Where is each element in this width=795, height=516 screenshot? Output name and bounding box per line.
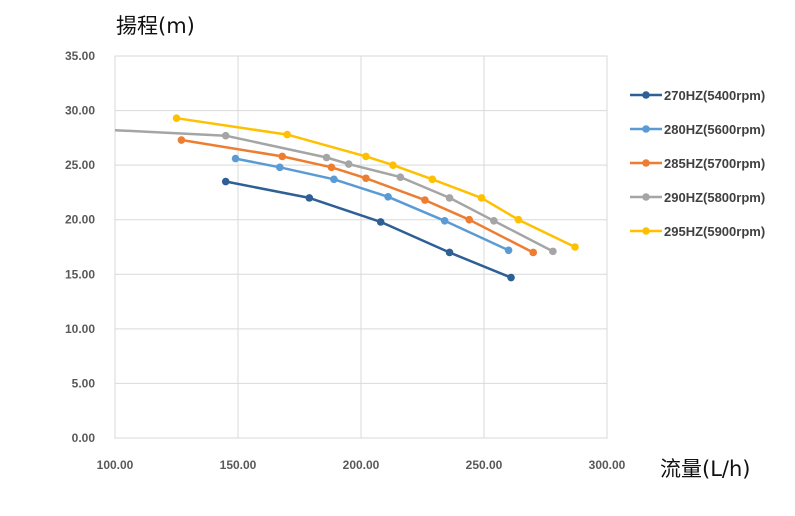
legend-marker-285hz xyxy=(642,159,650,167)
data-point-270hz xyxy=(305,194,314,202)
x-tick-label: 100.00 xyxy=(97,458,134,472)
series-line-290hz xyxy=(114,128,554,253)
y-tick-label: 5.00 xyxy=(72,376,96,390)
data-point-290hz xyxy=(344,160,353,168)
data-point-295hz xyxy=(428,175,437,184)
data-point-295hz xyxy=(172,114,181,123)
x-tick-label: 150.00 xyxy=(220,458,257,472)
data-point-290hz xyxy=(549,247,557,256)
data-point-290hz xyxy=(322,153,331,162)
data-point-295hz xyxy=(571,243,579,251)
data-point-290hz xyxy=(396,173,405,181)
legend-marker-290hz xyxy=(642,193,650,201)
data-point-285hz xyxy=(529,248,537,257)
y-tick-label: 30.00 xyxy=(65,104,95,118)
series-line-295hz xyxy=(176,116,576,249)
legend-marker-295hz xyxy=(642,227,650,235)
y-tick-label: 35.00 xyxy=(65,49,95,63)
data-point-285hz xyxy=(278,152,287,161)
data-point-285hz xyxy=(465,215,474,224)
data-point-295hz xyxy=(362,152,370,161)
series-line-270hz xyxy=(225,180,512,279)
y-tick-label: 20.00 xyxy=(65,213,95,227)
series-line-280hz xyxy=(235,157,510,252)
data-point-285hz xyxy=(177,136,186,144)
data-point-280hz xyxy=(330,175,338,184)
data-point-285hz xyxy=(327,163,336,172)
y-tick-label: 25.00 xyxy=(65,158,95,172)
x-tick-label: 250.00 xyxy=(466,458,503,472)
data-point-290hz xyxy=(490,217,498,225)
y-tick-label: 0.00 xyxy=(72,431,96,445)
legend-label-290hz: 290HZ(5800rpm) xyxy=(664,190,765,205)
legend-label-270hz: 270HZ(5400rpm) xyxy=(664,88,765,103)
data-point-280hz xyxy=(231,154,240,163)
data-point-290hz xyxy=(221,131,230,140)
data-point-270hz xyxy=(445,248,454,257)
legend-label-295hz: 295HZ(5900rpm) xyxy=(664,224,765,239)
legend-marker-270hz xyxy=(642,91,650,99)
data-point-295hz xyxy=(514,215,523,224)
data-point-280hz xyxy=(440,217,449,225)
data-point-295hz xyxy=(389,161,397,169)
data-point-290hz xyxy=(445,194,454,202)
data-point-295hz xyxy=(283,130,292,139)
data-point-270hz xyxy=(507,273,515,282)
data-point-285hz xyxy=(362,174,370,183)
data-point-295hz xyxy=(477,194,486,202)
data-point-285hz xyxy=(421,196,429,204)
legend-label-280hz: 280HZ(5600rpm) xyxy=(664,122,765,137)
x-axis-title: 流量(L/h) xyxy=(660,457,751,481)
x-tick-label: 300.00 xyxy=(589,458,626,472)
legend-marker-280hz xyxy=(642,125,650,133)
y-tick-label: 10.00 xyxy=(65,322,95,336)
legend-label-285hz: 285HZ(5700rpm) xyxy=(664,156,765,171)
data-point-280hz xyxy=(384,192,392,201)
data-point-280hz xyxy=(276,163,284,172)
y-tick-label: 15.00 xyxy=(65,267,95,281)
data-point-270hz xyxy=(221,177,230,186)
data-point-280hz xyxy=(504,246,513,255)
data-point-270hz xyxy=(376,218,385,226)
y-axis-title: 揚程(m) xyxy=(116,14,195,38)
x-tick-label: 200.00 xyxy=(343,458,380,472)
